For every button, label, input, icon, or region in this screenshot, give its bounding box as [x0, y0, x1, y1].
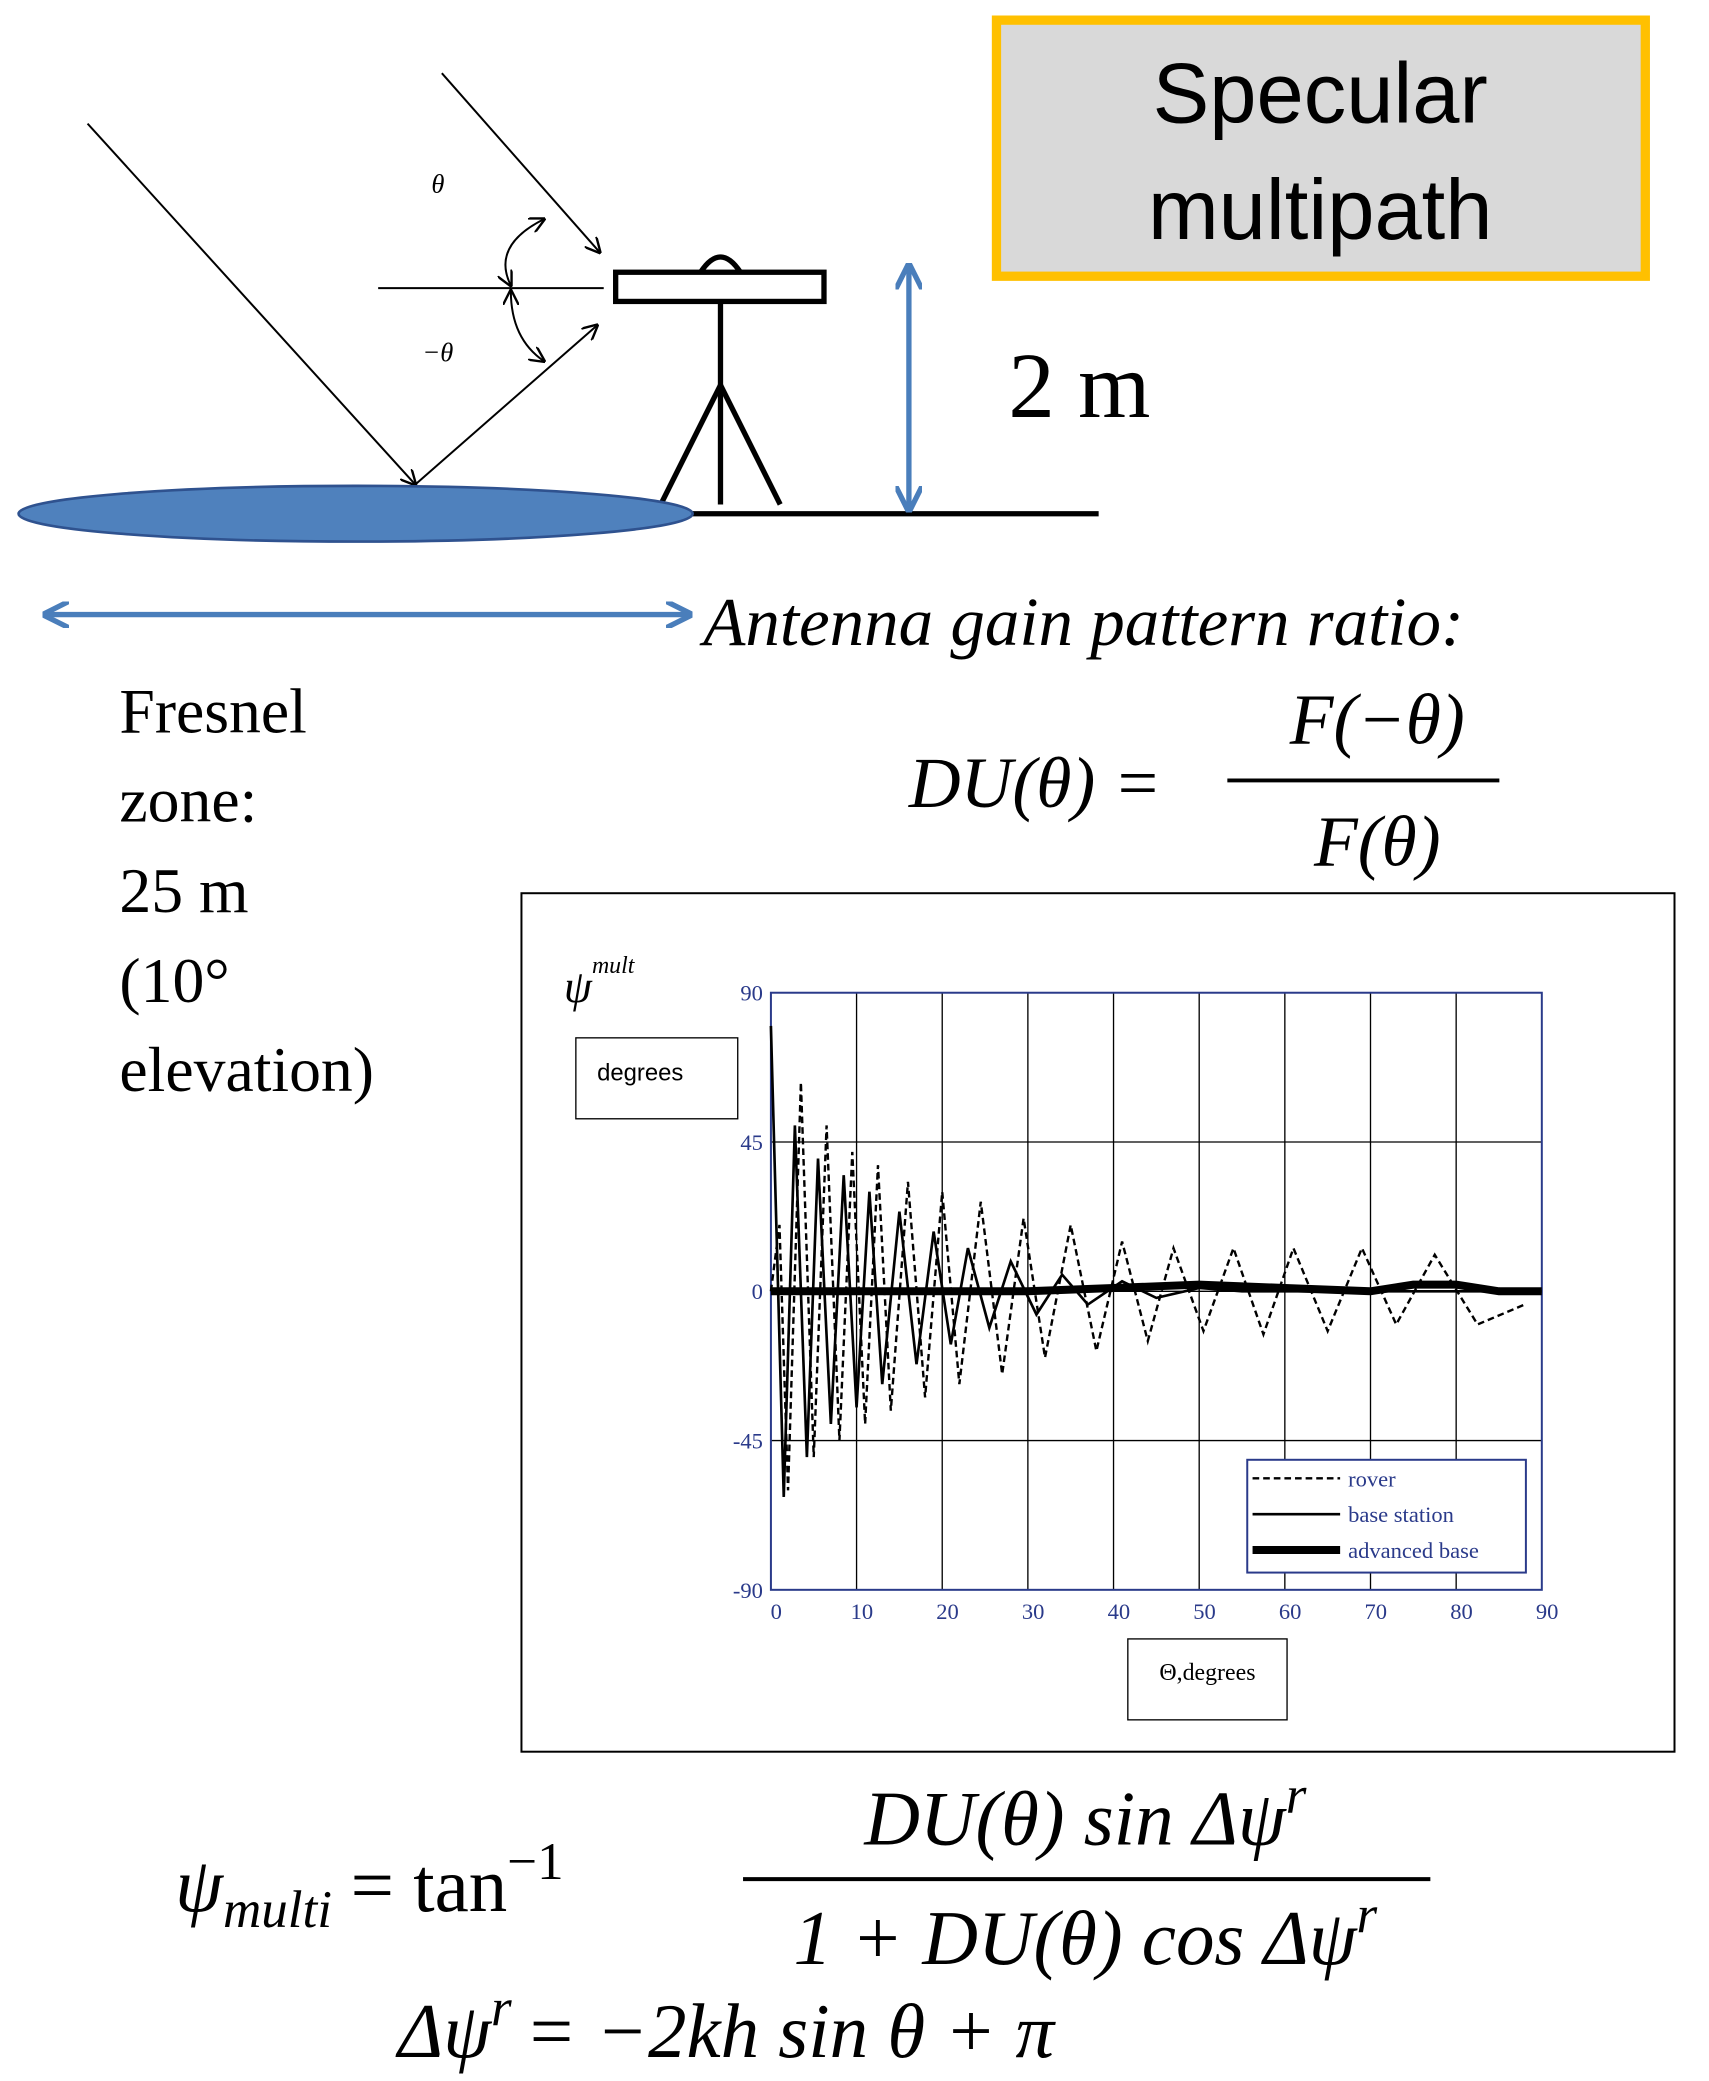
- text-line: zone:: [119, 765, 257, 836]
- y-tick-label: -45: [733, 1429, 763, 1454]
- y-unit: degrees: [597, 1059, 683, 1086]
- y-tick-label: 45: [740, 1130, 763, 1155]
- superscript: −1: [507, 1833, 563, 1891]
- formula-text: F(−θ): [1289, 680, 1465, 759]
- x-tick-label: 50: [1193, 1599, 1216, 1624]
- x-tick-label: 20: [936, 1599, 959, 1624]
- height-label: 2 m: [1008, 335, 1150, 438]
- xlabel-box: [1127, 1638, 1288, 1721]
- series-line: [770, 1280, 1542, 1296]
- x-label: Θ,degrees: [1159, 1660, 1255, 1686]
- denominator: 1 + DU(θ) cos Δψ: [794, 1895, 1358, 1981]
- formula-text: DU(θ) sin Δψr: [863, 1767, 1306, 1862]
- chart: 0 10 20 30 40 50 60 70 80 90 -90 -45 0 45 90 ψmult degre…: [564, 953, 1559, 1721]
- symbol: Δψ: [395, 1988, 492, 2074]
- antenna: [613, 254, 1099, 517]
- formula-text: Δψr = −2kh sin θ + π: [395, 1979, 1056, 2074]
- rhs: = −2kh sin θ + π: [525, 1988, 1057, 2074]
- superscript: r: [1357, 1886, 1378, 1944]
- symbol: ψ: [175, 1842, 224, 1928]
- title-box: [991, 15, 1650, 281]
- text-line: (10°: [119, 945, 229, 1016]
- gain-label: Antenna gain pattern ratio:: [699, 584, 1464, 660]
- y-label: ψmult: [564, 953, 636, 1012]
- text-line: elevation): [119, 1034, 374, 1105]
- formula-text: DU(θ) =: [908, 744, 1162, 823]
- x-tick-label: 0: [771, 1599, 782, 1624]
- x-tick-label: 60: [1279, 1599, 1302, 1624]
- legend-label: base station: [1348, 1502, 1454, 1527]
- formula-text: 1 + DU(θ) cos Δψr: [794, 1886, 1378, 1981]
- legend-label: advanced base: [1348, 1538, 1479, 1563]
- x-tick-label: 90: [1536, 1599, 1559, 1624]
- theta-label: θ: [431, 169, 444, 199]
- chart-frame: [520, 892, 1676, 1753]
- x-tick-label: 80: [1450, 1599, 1473, 1624]
- text-line: 25 m: [119, 855, 248, 926]
- superscript: r: [1286, 1767, 1307, 1825]
- superscript: mult: [592, 953, 636, 979]
- superscript: r: [491, 1979, 512, 2037]
- fresnel-zone: [17, 484, 694, 543]
- title-line: multipath: [1148, 162, 1493, 257]
- formula-text: ψmulti = tan−1: [175, 1833, 564, 1939]
- psi-formula: ψmulti = tan−1 DU(θ) sin Δψr 1 + DU(θ) co…: [175, 1767, 1431, 2074]
- unit-box: [575, 1037, 739, 1120]
- text-line: Fresnel: [119, 676, 306, 747]
- x-tick-label: 30: [1022, 1599, 1045, 1624]
- formula-text: F(θ): [1313, 802, 1441, 881]
- x-tick-label: 40: [1108, 1599, 1131, 1624]
- y-tick-label: -90: [733, 1578, 763, 1603]
- symbol: ψ: [564, 962, 593, 1012]
- theta-label: −θ: [422, 337, 453, 367]
- y-tick-label: 90: [740, 981, 763, 1006]
- title-line: Specular: [1153, 45, 1488, 140]
- operator: = tan: [351, 1842, 508, 1928]
- x-tick-label: 10: [851, 1599, 874, 1624]
- numerator: DU(θ) sin Δψ: [863, 1776, 1287, 1862]
- y-tick-label: 0: [752, 1279, 763, 1304]
- geometry: [86, 72, 604, 484]
- x-tick-label: 70: [1365, 1599, 1388, 1624]
- series-line: [769, 1025, 1542, 1497]
- subscript: multi: [223, 1881, 332, 1939]
- legend-label: rover: [1348, 1466, 1396, 1491]
- du-formula: DU(θ) = F(−θ) F(θ): [908, 680, 1500, 881]
- fresnel-text: Fresnel zone: 25 m (10° elevation): [119, 676, 374, 1105]
